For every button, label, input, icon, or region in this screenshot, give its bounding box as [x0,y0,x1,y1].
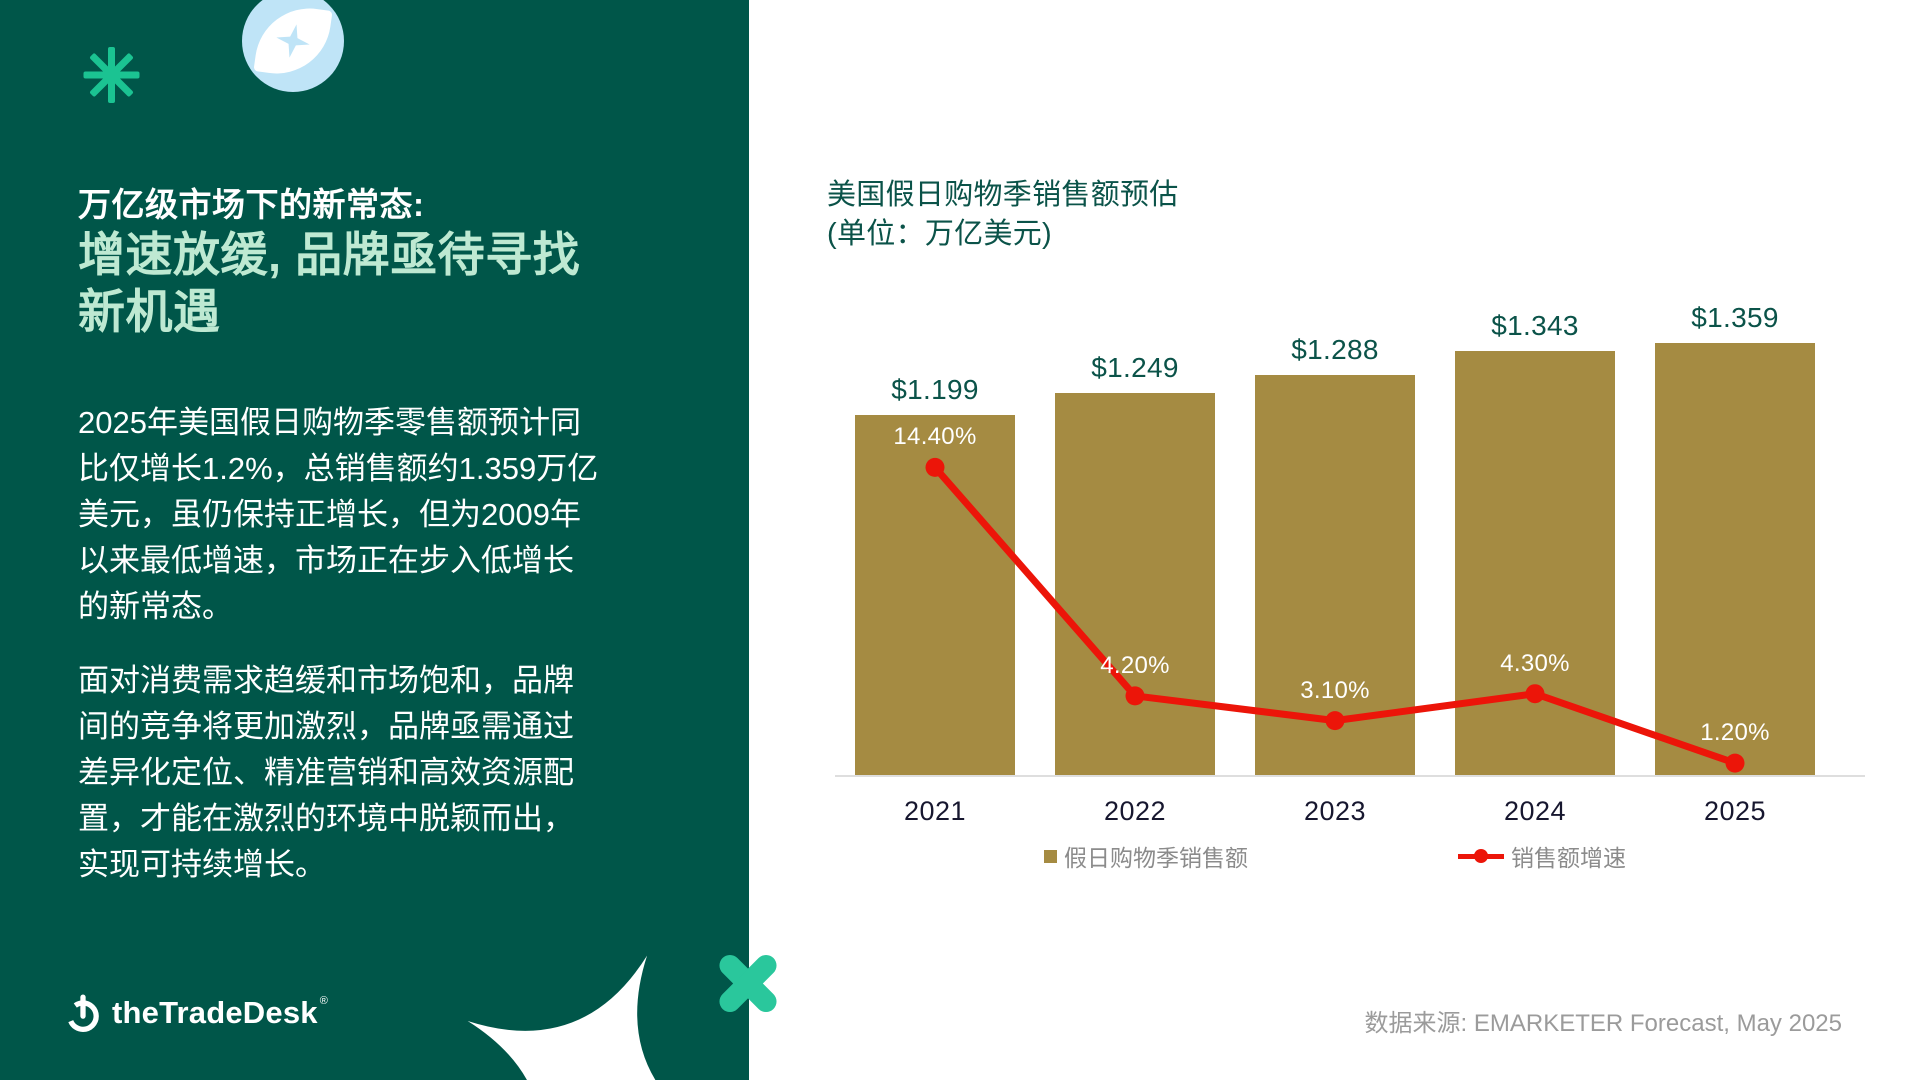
legend-swatch-line [1458,849,1504,863]
trade-desk-logo-icon [67,994,99,1032]
bar-value-label-2023: $1.288 [1291,334,1379,365]
registered-mark: ® [319,995,328,1007]
panel-title-kicker: 万亿级市场下的新常态: [78,186,425,223]
asterisk-decoration-icon [83,47,139,103]
bar-2022 [1055,393,1215,775]
x-axis-label-2025: 2025 [1703,796,1767,826]
growth-label-2024: 4.30% [1500,649,1570,677]
bar-value-label-2021: $1.199 [891,374,979,405]
panel-title-main: 增速放缓, 品牌亟待寻找 新机遇 [78,228,581,338]
brand-logo-text: theTradeDesk [112,995,318,1030]
x-axis-label-2022: 2022 [1103,796,1167,826]
x-cross-decoration-icon [712,947,784,1019]
growth-label-2022: 4.20% [1100,651,1170,679]
legend-item-growth: 销售额增速 [1458,843,1626,871]
growth-label-2023: 3.10% [1300,676,1370,704]
x-axis-label-2021: 2021 [903,796,967,826]
combo-chart: $1.199 2021 14.40% $1.249 2022 4.20% $1.288 202… [835,302,1865,826]
left-panel: 万亿级市场下的新常态: 增速放缓, 品牌亟待寻找 新机遇 2025年美国假日购物… [0,0,749,1080]
white-sparkle-icon [467,955,713,1080]
legend-swatch-line-dot [1474,849,1488,863]
panel-paragraph-2: 面对消费需求趋缓和市场饱和，品牌 间的竞争将更加激烈，品牌亟需通过 差异化定位、… [78,663,574,882]
chart-title-unit: (单位：万亿美元) [827,218,1053,250]
bar-value-label-2024: $1.343 [1491,310,1579,341]
chart-title: 美国假日购物季销售额预估 (单位：万亿美元) [827,176,1179,254]
legend-label-sales: 假日购物季销售额 [1064,845,1248,871]
x-axis-label-2023: 2023 [1303,796,1367,826]
chart-title-line1: 美国假日购物季销售额预估 [827,179,1179,211]
growth-label-2025: 1.20% [1700,719,1770,747]
legend-label-growth: 销售额增速 [1511,845,1626,871]
bar-value-label-2022: $1.249 [1091,352,1179,383]
bar-2023 [1255,375,1415,775]
x-axis-label-2024: 2024 [1503,796,1567,826]
legend-item-sales: 假日购物季销售额 [1044,843,1248,871]
bar-2025 [1655,343,1815,775]
brand-logo: theTradeDesk ® [64,994,328,1032]
legend-swatch-bar [1044,849,1057,863]
panel-paragraph-1: 2025年美国假日购物季零售额预计同 比仅增长1.2%，总销售额约1.359万亿… [78,405,599,624]
sparkle-blob-icon [242,0,344,92]
data-source: 数据来源: EMARKETER Forecast, May 2025 [1364,1010,1842,1037]
growth-label-2021: 14.40% [893,423,977,451]
bar-value-label-2025: $1.359 [1691,302,1779,333]
growth-line [925,457,1745,773]
